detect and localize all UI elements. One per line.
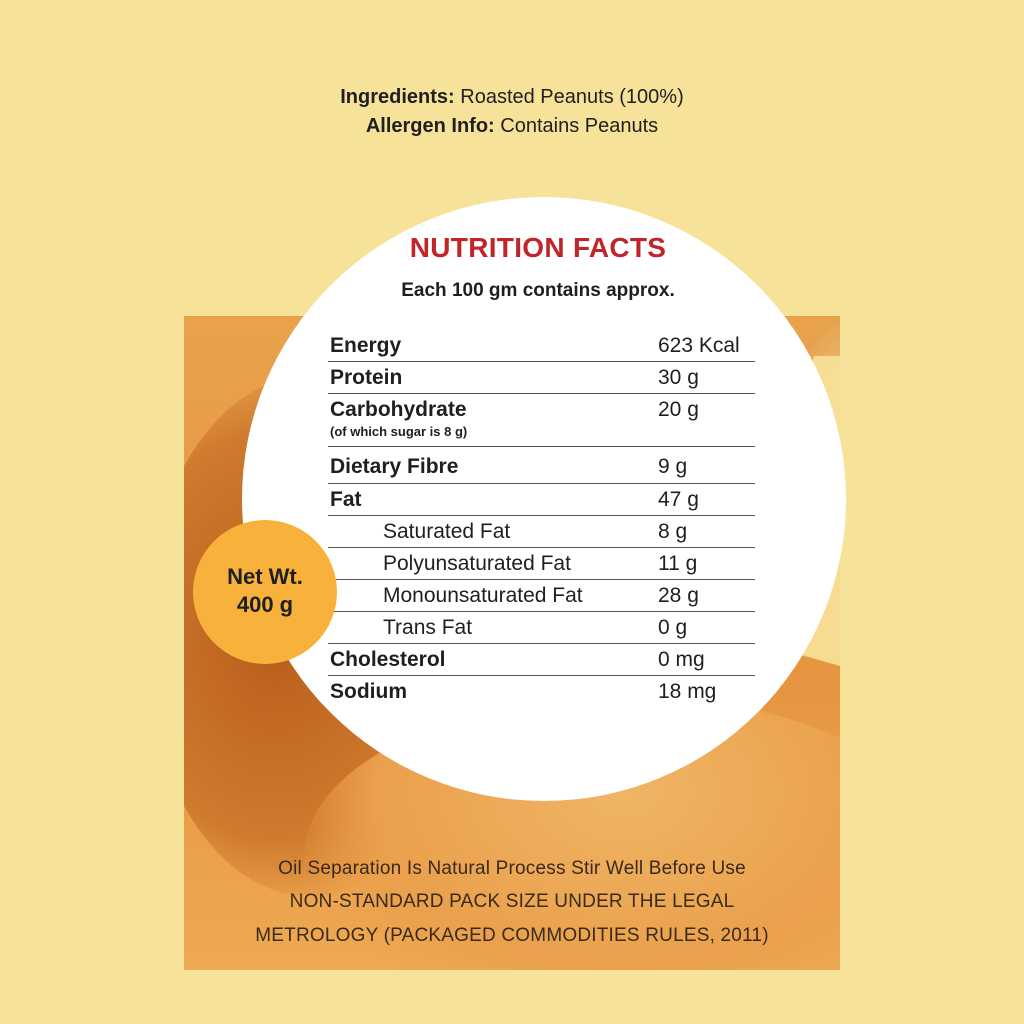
- net-weight-badge: Net Wt. 400 g: [193, 520, 337, 664]
- nutrient-name: Fat: [330, 488, 362, 511]
- ingredients-label: Ingredients:: [340, 86, 455, 108]
- nutrient-name: Dietary Fibre: [330, 455, 459, 478]
- nutrient-name: Energy: [330, 334, 402, 357]
- ingredients-line: Ingredients: Roasted Peanuts (100%): [0, 82, 1024, 112]
- nutrient-value: 11 g: [658, 552, 698, 575]
- nutrition-row-dietary-fibre: Dietary Fibre 9 g: [328, 447, 755, 484]
- nutrient-value: 8 g: [658, 520, 688, 543]
- allergen-label: Allergen Info:: [365, 115, 495, 137]
- nutrient-name: Sodium: [330, 680, 407, 703]
- nutrition-row-saturated-fat: Saturated Fat 8 g: [328, 516, 755, 548]
- net-weight-label: Net Wt.: [227, 564, 303, 589]
- nutrient-name: Carbohydrate: [330, 398, 467, 421]
- nutrition-row-protein: Protein 30 g: [328, 362, 755, 394]
- nutrient-value: 9 g: [658, 455, 688, 478]
- legal-note-line-2: METROLOGY (PACKAGED COMMODITIES RULES, 2…: [255, 925, 769, 946]
- nutrition-row-fat: Fat 47 g: [328, 484, 755, 516]
- nutrient-value: 47 g: [658, 488, 699, 511]
- nutrition-row-carbohydrate: Carbohydrate (of which sugar is 8 g) 20 …: [328, 394, 755, 447]
- ingredients-value: Roasted Peanuts (100%): [454, 86, 684, 108]
- nutrition-row-energy: Energy 623 Kcal: [328, 330, 755, 362]
- nutrient-name: Polyunsaturated Fat: [383, 552, 571, 575]
- nutrient-note: (of which sugar is 8 g): [330, 424, 468, 439]
- nutrition-row-trans-fat: Trans Fat 0 g: [328, 612, 755, 644]
- allergen-value: Contains Peanuts: [494, 115, 659, 137]
- nutrient-name: Protein: [330, 366, 403, 389]
- allergen-line: Allergen Info: Contains Peanuts: [0, 111, 1024, 141]
- net-weight-value: 400 g: [236, 592, 294, 617]
- oil-separation-note: Oil Separation Is Natural Process Stir W…: [278, 858, 746, 879]
- nutrition-subtitle: Each 100 gm contains approx.: [401, 280, 675, 301]
- nutrient-value: 30 g: [658, 366, 699, 389]
- legal-note-line-1: NON-STANDARD PACK SIZE UNDER THE LEGAL: [289, 891, 735, 912]
- nutrient-name: Saturated Fat: [383, 520, 511, 543]
- nutrient-name: Monounsaturated Fat: [383, 584, 583, 607]
- nutrition-title: NUTRITION FACTS: [409, 232, 667, 263]
- nutrition-row-monounsaturated-fat: Monounsaturated Fat 28 g: [328, 580, 755, 612]
- nutrient-value: 18 mg: [658, 680, 717, 703]
- nutrition-row-cholesterol: Cholesterol 0 mg: [328, 644, 755, 676]
- nutrient-value: 28 g: [658, 584, 699, 607]
- nutrient-value: 0 mg: [658, 648, 705, 671]
- nutrient-value: 20 g: [658, 398, 699, 421]
- nutrient-value: 623 Kcal: [658, 334, 740, 357]
- nutrition-table: Energy 623 Kcal Protein 30 g Carbohydrat…: [328, 330, 755, 707]
- nutrient-name: Trans Fat: [383, 616, 473, 639]
- nutrient-value: 0 g: [658, 616, 688, 639]
- nutrition-row-polyunsaturated-fat: Polyunsaturated Fat 11 g: [328, 548, 755, 580]
- nutrient-name: Cholesterol: [330, 648, 446, 671]
- nutrition-circle: [242, 197, 846, 801]
- nutrition-row-sodium: Sodium 18 mg: [328, 676, 755, 707]
